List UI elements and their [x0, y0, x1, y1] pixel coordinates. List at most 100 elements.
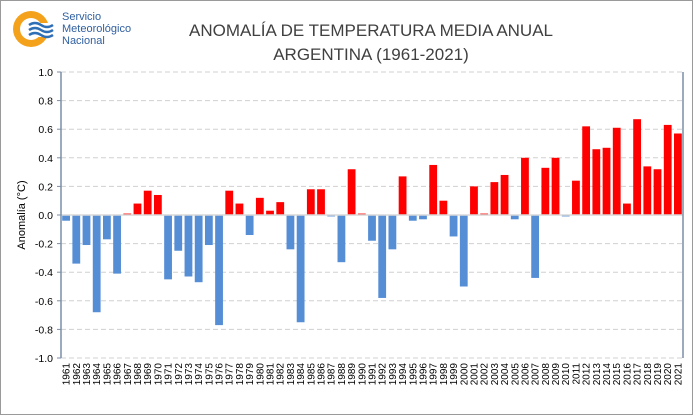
org-line: Servicio: [62, 11, 102, 23]
y-tick-label: -0.2: [35, 239, 53, 251]
x-tick-label: 1973: [184, 363, 195, 386]
bar: [439, 200, 448, 215]
bar: [184, 215, 193, 277]
bar: [347, 169, 356, 215]
y-tick-label: 0.6: [38, 124, 53, 136]
x-tick-label: 1982: [276, 363, 287, 386]
x-tick-label: 2021: [673, 363, 684, 386]
x-tick-label: 1983: [286, 363, 297, 386]
x-tick-label: 1978: [235, 363, 246, 386]
bar: [398, 176, 407, 215]
bar: [572, 180, 580, 215]
x-tick-label: 1993: [388, 363, 399, 386]
bar: [306, 189, 315, 215]
smn-logo-icon: [13, 11, 57, 47]
x-tick-label: 2008: [541, 363, 552, 386]
x-tick-label: 2014: [602, 363, 613, 386]
x-tick-label: 2015: [612, 363, 623, 386]
chart-title: ANOMALÍA DE TEMPERATURA MEDIA ANUAL ARGE…: [151, 19, 591, 67]
bar: [337, 215, 346, 263]
bar: [429, 164, 438, 215]
x-tick-label: 1984: [296, 363, 307, 386]
x-tick-label: 2007: [531, 363, 542, 386]
bar: [296, 215, 305, 323]
bar: [541, 167, 550, 215]
bar: [470, 186, 478, 215]
bar: [531, 215, 540, 278]
chart-title-line2: ARGENTINA (1961-2021): [273, 45, 469, 64]
x-tick-label: 2012: [582, 363, 593, 386]
x-tick-label: 2004: [500, 363, 511, 386]
y-tick-label: 0.2: [38, 181, 53, 193]
bar: [388, 215, 397, 250]
bar: [368, 215, 376, 241]
bar: [582, 126, 591, 215]
bar: [419, 215, 427, 220]
bar: [276, 202, 285, 215]
x-tick-label: 1994: [398, 363, 409, 386]
bar: [653, 169, 662, 215]
y-axis-label: Anomalía (°C): [16, 180, 28, 249]
bar: [174, 215, 183, 251]
y-tick-label: 0.0: [38, 210, 53, 222]
x-tick-label: 2010: [561, 363, 572, 386]
x-tick-label: 1966: [113, 363, 124, 386]
org-name: Servicio Meteorológico Nacional: [62, 11, 131, 47]
bar: [82, 215, 91, 246]
x-tick-label: 1996: [418, 363, 429, 386]
bar: [408, 215, 417, 221]
x-tick-label: 1963: [82, 363, 93, 386]
x-tick-label: 1998: [439, 363, 450, 386]
x-tick-label: 1972: [174, 363, 185, 386]
x-tick-label: 2009: [551, 363, 562, 386]
x-tick-label: 2000: [459, 363, 470, 386]
bar: [225, 190, 234, 215]
x-tick-label: 1975: [204, 363, 215, 386]
bar: [133, 203, 142, 215]
x-tick-label: 2017: [633, 363, 644, 386]
x-tick-label: 1987: [327, 363, 338, 386]
bar: [102, 215, 111, 240]
bar: [255, 197, 264, 215]
x-tick-label: 2019: [653, 363, 664, 386]
bar: [204, 215, 213, 246]
bar: [72, 215, 81, 264]
bar: [459, 215, 468, 287]
bar: [92, 215, 101, 313]
y-tick-label: 1.0: [38, 67, 53, 79]
y-tick-label: -0.4: [35, 267, 53, 279]
x-tick-label: 1997: [429, 363, 440, 386]
x-tick-label: 2013: [592, 363, 603, 386]
bar: [551, 157, 560, 215]
x-tick-label: 1967: [123, 363, 134, 386]
bar: [235, 203, 244, 215]
bar: [612, 127, 621, 215]
x-tick-label: 1986: [317, 363, 328, 386]
bar: [592, 149, 601, 215]
x-tick-label: 1992: [378, 363, 389, 386]
bar: [113, 215, 121, 274]
bar: [663, 124, 672, 215]
x-tick-label: 2002: [480, 363, 491, 386]
bar: [633, 119, 642, 215]
bar: [266, 210, 274, 215]
x-tick-label: 1971: [164, 363, 175, 386]
x-tick-label: 1995: [408, 363, 419, 386]
bar: [521, 157, 529, 215]
x-tick-label: 1989: [347, 363, 358, 386]
bar: [62, 215, 70, 221]
x-tick-label: 2018: [643, 363, 654, 386]
x-tick-label: 1961: [62, 363, 73, 386]
x-tick-label: 1976: [215, 363, 226, 386]
x-tick-label: 1991: [368, 363, 379, 386]
bar: [674, 133, 682, 215]
x-tick-label: 2003: [490, 363, 501, 386]
bar: [490, 182, 499, 215]
x-tick-label: 2006: [520, 363, 531, 386]
bar: [164, 215, 172, 280]
x-tick-label: 1965: [102, 363, 113, 386]
bar: [449, 215, 458, 237]
bar: [317, 189, 325, 215]
bar: [286, 215, 295, 250]
